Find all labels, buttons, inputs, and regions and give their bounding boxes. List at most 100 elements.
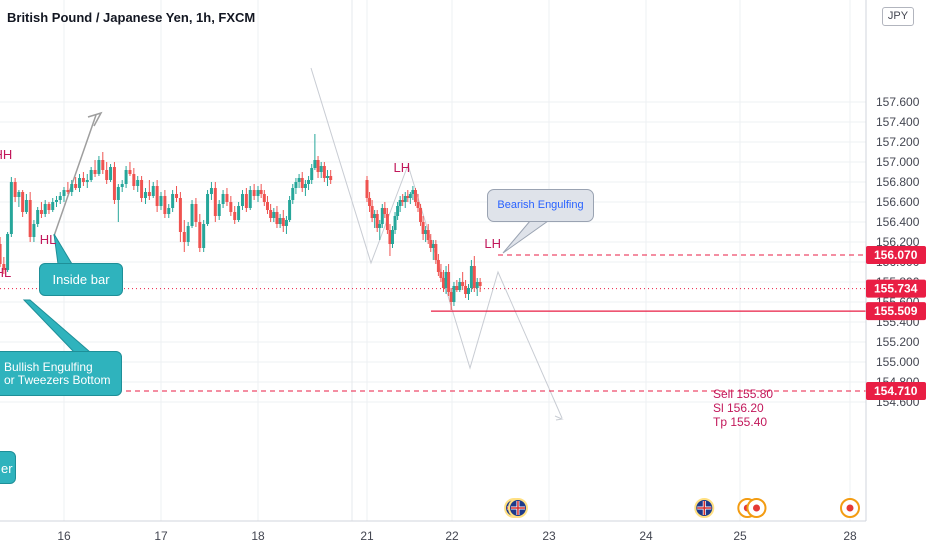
candle-body-up: [398, 200, 402, 206]
candle-body-up: [378, 224, 382, 228]
currency-badge[interactable]: JPY: [882, 7, 914, 26]
inside-bar-text: Inside bar: [52, 272, 110, 287]
candle-body-down: [406, 196, 410, 198]
candle-body-up: [294, 182, 298, 188]
candle-body-down: [225, 194, 229, 202]
candle-body-up: [171, 194, 175, 208]
candle-body-down: [229, 202, 233, 212]
candle-body-down: [244, 194, 248, 208]
candle-body-down: [439, 272, 443, 278]
candle-body-up: [291, 188, 295, 200]
candle-body-up: [51, 202, 55, 210]
cutoff-callout[interactable]: er: [0, 451, 16, 484]
candle-body-down: [449, 292, 453, 302]
candle-body-down: [385, 214, 389, 230]
candle-body-down: [213, 188, 217, 216]
candle-body-up: [58, 196, 62, 200]
symbol-title[interactable]: British Pound / Japanese Yen, 1h, FXCM: [7, 10, 256, 25]
candle-body-down: [464, 286, 468, 294]
candle-body-up: [217, 204, 221, 216]
candle-body-up: [43, 204, 47, 214]
candle-body-up: [70, 184, 74, 192]
candle-body-down: [365, 180, 369, 198]
candle-body-up: [408, 194, 412, 198]
time-tick-label: 25: [733, 529, 747, 543]
time-tick-label: 18: [251, 529, 265, 543]
candle-body-up: [373, 214, 377, 218]
candle-body-down: [194, 204, 198, 222]
candle-body-up: [307, 180, 311, 184]
price-tag-label: 155.509: [874, 304, 918, 318]
bearish-engulfing-callout[interactable]: Bearish Engulfing: [487, 189, 594, 222]
candle-body-up: [32, 224, 36, 237]
pattern-labels: HH HL HL LH LH: [0, 147, 501, 280]
candle-body-down: [147, 192, 151, 196]
time-axis-bg: [0, 521, 932, 550]
price-tick-label: 157.200: [876, 135, 920, 149]
candle-body-up: [256, 190, 260, 196]
candle-body-down: [155, 186, 159, 206]
candle-body-down: [2, 264, 6, 270]
candle-body-down: [329, 176, 333, 180]
candle-body-down: [132, 174, 136, 186]
price-tag-bg: [866, 279, 926, 298]
candle-body-up: [391, 230, 394, 244]
candle-body-down: [275, 212, 279, 224]
candle-body-up: [380, 208, 384, 224]
take-profit: Tp 155.40: [713, 415, 768, 429]
candle-body-down: [316, 160, 320, 172]
candle-body-up: [237, 206, 241, 220]
candle-body-down: [112, 167, 116, 200]
price-tick-label: 157.400: [876, 115, 920, 129]
candle-body-down: [175, 194, 179, 198]
candle-body-up: [116, 187, 120, 200]
candle-body-down: [472, 266, 476, 288]
pattern-label-lh: LH: [394, 160, 411, 175]
candle-body-down: [13, 182, 17, 197]
bullish-engulfing-callout[interactable]: Bullish Engulfing or Tweezers Bottom: [0, 351, 122, 396]
candle-body-up: [6, 234, 10, 270]
candle-body-down: [300, 178, 304, 188]
trade-plan-note[interactable]: Sell 155.80 Sl 156.20 Tp 155.40: [713, 387, 773, 429]
candle-body-up: [396, 206, 400, 216]
candle-body-up: [167, 208, 171, 214]
candle-body-down: [447, 272, 451, 292]
candle-body-down: [0, 244, 2, 264]
candle-body-up: [403, 196, 407, 202]
candle-body-up: [278, 218, 282, 224]
candle-body-down: [322, 166, 326, 178]
candle-body-up: [458, 282, 462, 290]
candle-body-up: [9, 182, 13, 234]
candle-body-down: [461, 282, 465, 286]
candle-body-down: [105, 170, 109, 180]
price-axis-bg: [866, 0, 932, 550]
candle-body-up: [36, 210, 40, 224]
horizontal-lines: [0, 254, 866, 392]
candle-body-down: [21, 192, 25, 212]
candle-body-down: [281, 218, 285, 226]
candle-body-down: [455, 286, 459, 290]
candle-body-up: [120, 184, 124, 187]
candle-body-down: [182, 232, 186, 242]
candle-body-up: [97, 160, 101, 174]
candle-body-up: [452, 286, 456, 302]
candle-body-down: [178, 198, 182, 232]
candle-body-down: [375, 214, 379, 228]
time-axis[interactable]: 16 17 18 21 22 23 24 25 28: [0, 520, 932, 550]
candle-body-up: [288, 200, 292, 220]
candle-body-up: [240, 194, 244, 206]
candle-body-down: [93, 170, 97, 174]
candle-body-down: [269, 210, 273, 218]
candle-body-down: [426, 230, 430, 240]
pattern-label-lh: LH: [484, 236, 501, 251]
inside-bar-callout[interactable]: Inside bar: [39, 263, 123, 296]
candle-body-down: [370, 206, 374, 218]
candle-body-up: [319, 166, 323, 172]
price-axis[interactable]: 157.600 157.400 157.200 157.000 156.800 156.6…: [865, 0, 932, 550]
candle-body-up: [284, 220, 288, 226]
candle-body-down: [478, 282, 482, 286]
candle-body-down: [163, 196, 167, 214]
candle-body-up: [326, 176, 330, 178]
